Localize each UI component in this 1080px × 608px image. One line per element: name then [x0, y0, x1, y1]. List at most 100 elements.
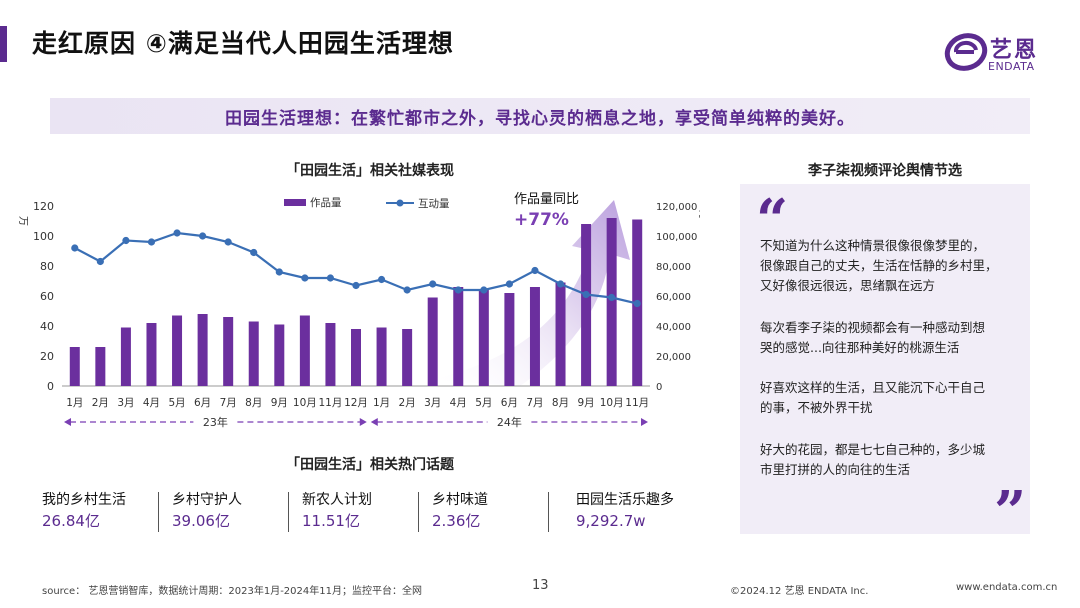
bar-works-count — [606, 218, 617, 386]
line-point-interactions — [556, 280, 565, 288]
topic-value: 39.06亿 — [172, 512, 230, 530]
banner-text: 田园生活理想：在繁忙都市之外，寻找心灵的栖息之地，享受简单纯粹的美好。 — [225, 108, 855, 129]
comment-item: 不知道为什么这种情景很像很像梦里的， 很像跟自己的丈夫，生活在恬静的乡村里， 又… — [760, 236, 1016, 296]
topic-name: 乡村守护人 — [172, 492, 242, 508]
x-tick-label: 10月 — [293, 397, 317, 409]
legend-label-line: 互动量 — [418, 198, 450, 210]
quote-close-icon: ” — [994, 479, 1027, 545]
topic-name: 我的乡村生活 — [42, 492, 126, 508]
bar-works-count — [69, 347, 80, 386]
comment-line: 不知道为什么这种情景很像很像梦里的， — [760, 238, 986, 253]
x-tick-label: 11月 — [318, 397, 342, 409]
footer-copyright: ©2024.12 艺恩 ENDATA Inc. — [730, 586, 869, 597]
x-tick-label: 11月 — [625, 397, 649, 409]
bar-works-count — [197, 314, 208, 386]
bar-works-count — [248, 321, 259, 386]
topics-title: 「田园生活」相关热门话题 — [286, 457, 454, 473]
y-right-tick-label: 120,000 — [656, 202, 697, 213]
comment-item: 好大的花园，都是七七自己种的，多少城 市里打拼的人的向往的生活 — [760, 440, 1016, 480]
footer-url[interactable]: www.endata.com.cn — [956, 582, 1058, 593]
topic-name: 田园生活乐趣多 — [576, 492, 674, 508]
comment-line: 市里打拼的人的向往的生活 — [760, 462, 911, 477]
comment-line: 好喜欢这样的生活，且又能沉下心干自己 — [760, 380, 986, 395]
y-left-tick-label: 20 — [40, 350, 54, 363]
x-tick-label: 5月 — [168, 397, 185, 409]
topic-value: 11.51亿 — [302, 512, 360, 530]
x-tick-label: 9月 — [577, 397, 594, 409]
bar-works-count — [274, 324, 285, 386]
comment-line: 哭的感觉...向往那种美好的桃源生活 — [760, 340, 960, 355]
y-left-tick-label: 0 — [47, 380, 54, 393]
line-interactions — [74, 231, 638, 305]
year-span-arrow-icon — [370, 418, 378, 426]
y-left-tick-label: 80 — [40, 260, 54, 273]
x-tick-label: 6月 — [194, 397, 211, 409]
line-point-interactions — [480, 286, 488, 294]
comment-item: 每次看李子柒的视频都会有一种感动到想 哭的感觉...向往那种美好的桃源生活 — [760, 318, 1016, 358]
y-left-tick-label: 100 — [33, 230, 54, 243]
year-group-label: 24年 — [497, 415, 522, 429]
yoy-value: +77% — [514, 210, 569, 230]
topic-item: 乡村守护人 39.06亿 — [172, 490, 242, 534]
endata-logo-icon — [944, 33, 988, 71]
line-point-interactions — [122, 236, 130, 245]
logo-chinese-text: 艺恩 — [990, 38, 1039, 63]
y-right-tick-label: 60,000 — [656, 292, 691, 303]
y-left-tick-label: 40 — [40, 320, 54, 333]
topic-name: 乡村味道 — [432, 492, 488, 508]
legend-swatch-bar — [284, 199, 306, 206]
line-point-interactions — [582, 290, 590, 299]
topic-item: 田园生活乐趣多 9,292.7w — [576, 490, 674, 534]
comment-line: 又好像很远很远，思绪飘在远方 — [760, 278, 936, 293]
x-tick-label: 4月 — [143, 397, 160, 409]
bar-works-count — [504, 293, 515, 386]
topic-divider — [158, 492, 159, 532]
x-tick-label: 7月 — [526, 397, 543, 409]
bar-works-count — [146, 323, 157, 386]
x-tick-label: 10月 — [600, 397, 624, 409]
line-point-interactions — [454, 286, 462, 294]
topic-divider — [548, 492, 549, 532]
legend-label-bar: 作品量 — [310, 197, 342, 209]
x-tick-label: 2月 — [399, 397, 416, 409]
bar-works-count — [351, 329, 361, 386]
y-left-unit-label: 万 — [17, 216, 28, 226]
social-media-chart: 0 20 40 60 80 100 120 0 20,000 40,000 60,000 80,000… — [17, 197, 700, 429]
comments-panel: “ 不知道为什么这种情景很像很像梦里的， 很像跟自己的丈夫，生活在恬静的乡村里，… — [740, 184, 1030, 544]
line-point-interactions — [403, 286, 411, 294]
line-point-interactions — [173, 229, 181, 237]
legend-swatch-point — [396, 199, 404, 207]
bar-works-count — [581, 224, 592, 386]
year-span-arrow-icon — [64, 418, 71, 426]
line-point-interactions — [326, 274, 335, 282]
yoy-annotation: 作品量同比 +77% — [514, 190, 579, 230]
line-point-interactions — [505, 280, 513, 288]
topic-value: 2.36亿 — [432, 512, 481, 530]
comment-line: 好大的花园，都是七七自己种的，多少城 — [760, 442, 986, 457]
line-point-interactions — [96, 257, 104, 266]
x-tick-label: 4月 — [450, 397, 467, 409]
topic-item: 新农人计划 11.51亿 — [302, 490, 372, 534]
x-tick-label: 2月 — [92, 397, 109, 409]
x-tick-label: 5月 — [475, 397, 492, 409]
bar-works-count — [95, 347, 106, 386]
x-tick-label: 6月 — [501, 397, 518, 409]
bar-works-count — [325, 323, 336, 386]
y-right-tick-label: 40,000 — [656, 322, 691, 333]
year-group-label: 23年 — [203, 415, 228, 429]
growth-arrow-icon — [430, 200, 630, 386]
y-right-tick-label: 0 — [656, 382, 662, 393]
topic-item: 我的乡村生活 26.84亿 — [42, 490, 126, 534]
year-span-arrow-icon — [359, 418, 367, 426]
page-number: 13 — [532, 578, 549, 593]
line-point-interactions — [633, 299, 641, 308]
endata-logo: 艺恩 ENDATA — [944, 30, 1054, 76]
comment-line: 很像跟自己的丈夫，生活在恬静的乡村里， — [760, 258, 998, 273]
y-right-tick-label: 20,000 — [656, 352, 691, 363]
line-point-interactions — [275, 268, 283, 276]
summary-banner: 田园生活理想：在繁忙都市之外，寻找心灵的栖息之地，享受简单纯粹的美好。 — [50, 98, 1030, 134]
bar-works-count — [120, 327, 131, 386]
x-tick-label: 12月 — [344, 397, 368, 409]
y-right-unit-label: 万 — [697, 210, 700, 220]
line-point-interactions — [377, 275, 386, 284]
